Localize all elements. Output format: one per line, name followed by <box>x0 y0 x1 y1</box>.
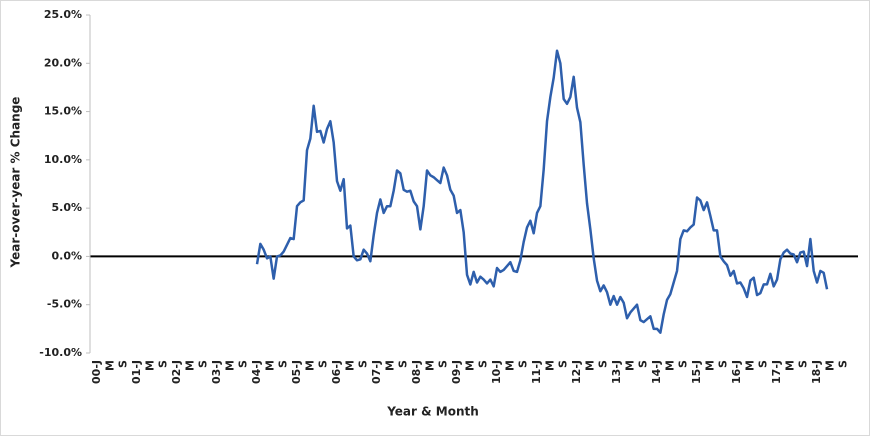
y-tick-label: 25.0% <box>44 8 82 21</box>
x-tick-label: 05-J <box>290 360 303 384</box>
x-tick-label: S <box>717 360 730 368</box>
x-tick-label: M <box>583 360 596 371</box>
x-tick-label: S <box>677 360 690 368</box>
x-tick-label: 12-J <box>570 360 583 384</box>
x-tick-label: 07-J <box>370 360 383 384</box>
y-axis-title: Year-over-year % Change <box>9 97 23 269</box>
x-tick-label: S <box>597 360 610 368</box>
x-tick-label: M <box>823 360 836 371</box>
x-tick-label: M <box>263 360 276 371</box>
series-line <box>255 49 829 334</box>
x-tick-label: S <box>637 360 650 368</box>
y-tick-label: 20.0% <box>44 56 82 69</box>
x-tick-label: S <box>517 360 530 368</box>
x-tick-label: S <box>117 360 130 368</box>
y-tick-label: -10.0% <box>39 346 82 359</box>
x-tick-label: 00-J <box>90 360 103 384</box>
x-tick-label: 13-J <box>610 360 623 384</box>
x-tick-label: 01-J <box>130 360 143 384</box>
y-tick-label: 10.0% <box>44 153 82 166</box>
x-tick-label: 02-J <box>170 360 183 384</box>
x-tick-label: 08-J <box>410 360 423 384</box>
x-tick-label: 18-J <box>810 360 823 384</box>
x-tick-label: S <box>797 360 810 368</box>
x-tick-label: M <box>743 360 756 371</box>
x-tick-label: 16-J <box>730 360 743 384</box>
x-tick-label: M <box>383 360 396 371</box>
x-tick-label: M <box>543 360 556 371</box>
x-tick-label: M <box>663 360 676 371</box>
y-tick-label: -5.0% <box>47 298 82 311</box>
x-tick-label: S <box>757 360 770 368</box>
y-tick-label: 15.0% <box>44 105 82 118</box>
y-tick-label: 0.0% <box>51 249 82 262</box>
x-tick-label: 06-J <box>330 360 343 384</box>
x-tick-label: 09-J <box>450 360 463 384</box>
x-tick-label: M <box>503 360 516 371</box>
x-tick-label: M <box>463 360 476 371</box>
x-tick-label: M <box>423 360 436 371</box>
x-tick-label: M <box>343 360 356 371</box>
x-tick-label: 11-J <box>530 360 543 384</box>
x-tick-label: S <box>157 360 170 368</box>
x-tick-label: M <box>143 360 156 371</box>
x-tick-label: S <box>357 360 370 368</box>
x-tick-label: 15-J <box>690 360 703 384</box>
x-tick-label: S <box>557 360 570 368</box>
x-tick-label: S <box>437 360 450 368</box>
x-tick-label: 04-J <box>250 360 263 384</box>
x-tick-label: S <box>317 360 330 368</box>
x-tick-label: S <box>237 360 250 368</box>
x-tick-label: S <box>197 360 210 368</box>
x-tick-label: 10-J <box>490 360 503 384</box>
x-tick-label: 17-J <box>770 360 783 384</box>
x-tick-label: M <box>303 360 316 371</box>
x-tick-label: M <box>223 360 236 371</box>
x-tick-label: S <box>277 360 290 368</box>
x-tick-label: M <box>183 360 196 371</box>
x-tick-label: S <box>837 360 850 368</box>
x-tick-label: S <box>477 360 490 368</box>
x-tick-label: M <box>623 360 636 371</box>
x-tick-label: M <box>703 360 716 371</box>
x-axis-title: Year & Month <box>386 405 479 419</box>
x-tick-label: 03-J <box>210 360 223 384</box>
x-tick-label: 14-J <box>650 360 663 384</box>
y-tick-label: 5.0% <box>51 201 82 214</box>
x-tick-label: M <box>103 360 116 371</box>
x-tick-label: S <box>397 360 410 368</box>
x-tick-label: M <box>783 360 796 371</box>
